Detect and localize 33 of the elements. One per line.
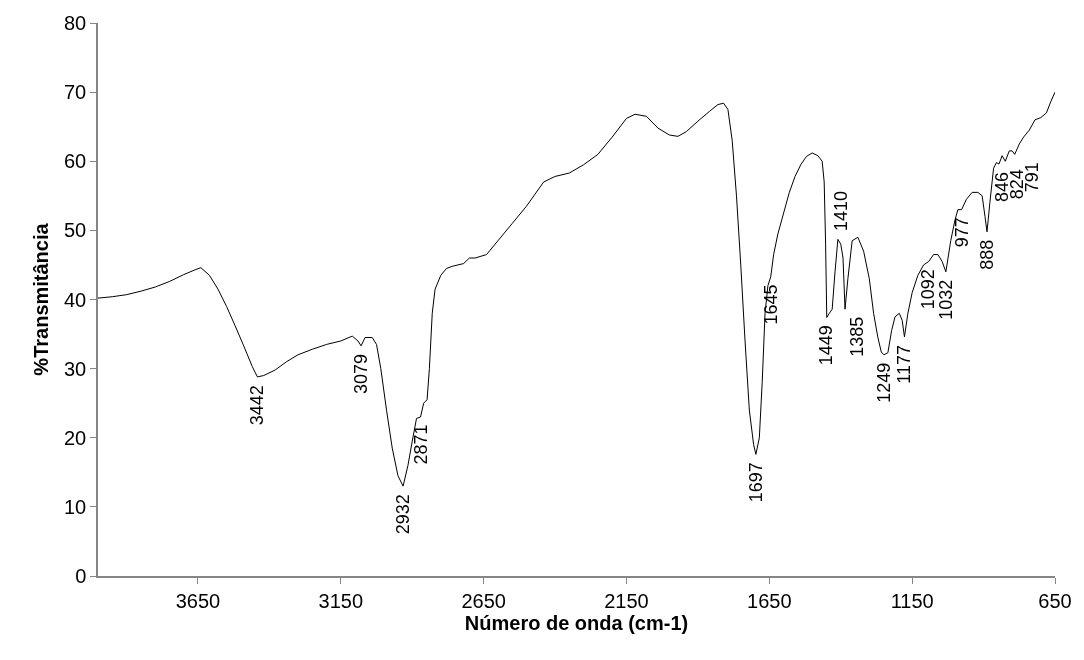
annotation: 1449 bbox=[816, 325, 837, 366]
y-tick-label: 50 bbox=[64, 219, 87, 242]
y-axis-title: %Transmitância bbox=[30, 222, 52, 376]
y-tick-label: 30 bbox=[64, 357, 87, 380]
x-tick-label: 3150 bbox=[318, 589, 364, 612]
x-tick-label: 650 bbox=[1038, 589, 1072, 612]
annotation: 3442 bbox=[247, 385, 268, 426]
y-tick-label: 60 bbox=[64, 150, 87, 173]
annotation: 1177 bbox=[894, 345, 915, 384]
y-tick-label: 80 bbox=[64, 12, 87, 34]
x-tick-label: 1150 bbox=[890, 589, 934, 612]
annotation: 1385 bbox=[846, 316, 867, 357]
annotation: 3079 bbox=[351, 353, 372, 394]
annotation: 1697 bbox=[745, 462, 766, 503]
x-tick-label: 1650 bbox=[747, 589, 792, 612]
annotation: 888 bbox=[977, 239, 998, 270]
y-tick-label: 40 bbox=[64, 288, 87, 311]
x-tick-label: 2150 bbox=[604, 589, 649, 612]
annotation: 1092 bbox=[918, 269, 939, 310]
annotation: 2871 bbox=[410, 424, 431, 465]
annotation: 1249 bbox=[874, 362, 895, 403]
annotation: 1032 bbox=[936, 279, 957, 320]
annotation: 2932 bbox=[392, 494, 413, 535]
y-tick-label: 0 bbox=[75, 565, 87, 587]
y-tick-label: 70 bbox=[64, 81, 87, 104]
y-tick-label: 20 bbox=[64, 426, 87, 449]
x-tick-label: 3650 bbox=[175, 589, 221, 612]
annotation: 977 bbox=[951, 217, 972, 248]
x-tick-label: 2650 bbox=[461, 589, 506, 612]
x-axis-title: Número de onda (cm-1) bbox=[464, 611, 689, 634]
y-tick-label: 10 bbox=[64, 495, 87, 518]
annotation: 1410 bbox=[831, 191, 852, 232]
annotation: 1645 bbox=[761, 284, 782, 325]
